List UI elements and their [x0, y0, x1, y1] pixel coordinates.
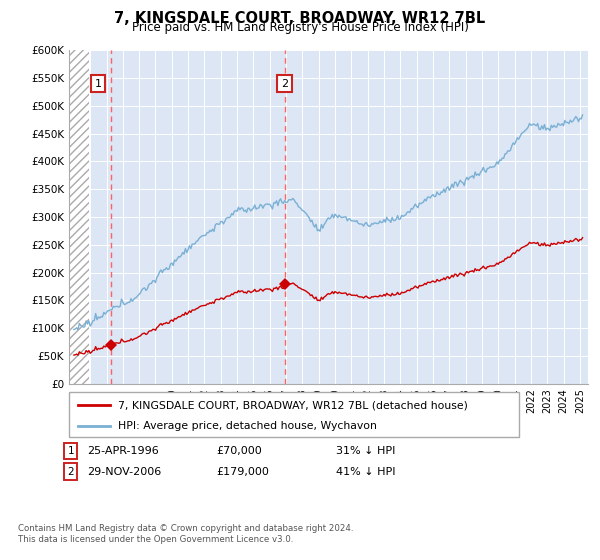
- Text: 1: 1: [67, 446, 74, 456]
- Text: 41% ↓ HPI: 41% ↓ HPI: [336, 466, 395, 477]
- Text: 2: 2: [67, 466, 74, 477]
- Text: 31% ↓ HPI: 31% ↓ HPI: [336, 446, 395, 456]
- Text: 2: 2: [281, 79, 288, 88]
- Text: Price paid vs. HM Land Registry's House Price Index (HPI): Price paid vs. HM Land Registry's House …: [131, 21, 469, 34]
- Text: 7, KINGSDALE COURT, BROADWAY, WR12 7BL (detached house): 7, KINGSDALE COURT, BROADWAY, WR12 7BL (…: [119, 400, 469, 410]
- Text: 7, KINGSDALE COURT, BROADWAY, WR12 7BL: 7, KINGSDALE COURT, BROADWAY, WR12 7BL: [115, 11, 485, 26]
- Bar: [69, 50, 89, 384]
- FancyBboxPatch shape: [69, 392, 519, 437]
- Text: £70,000: £70,000: [216, 446, 262, 456]
- Text: This data is licensed under the Open Government Licence v3.0.: This data is licensed under the Open Gov…: [18, 535, 293, 544]
- Text: HPI: Average price, detached house, Wychavon: HPI: Average price, detached house, Wych…: [119, 421, 377, 431]
- Text: £179,000: £179,000: [216, 466, 269, 477]
- Text: 25-APR-1996: 25-APR-1996: [87, 446, 159, 456]
- Text: 1: 1: [95, 79, 102, 88]
- Bar: [69, 50, 89, 384]
- Text: Contains HM Land Registry data © Crown copyright and database right 2024.: Contains HM Land Registry data © Crown c…: [18, 524, 353, 533]
- Text: 29-NOV-2006: 29-NOV-2006: [87, 466, 161, 477]
